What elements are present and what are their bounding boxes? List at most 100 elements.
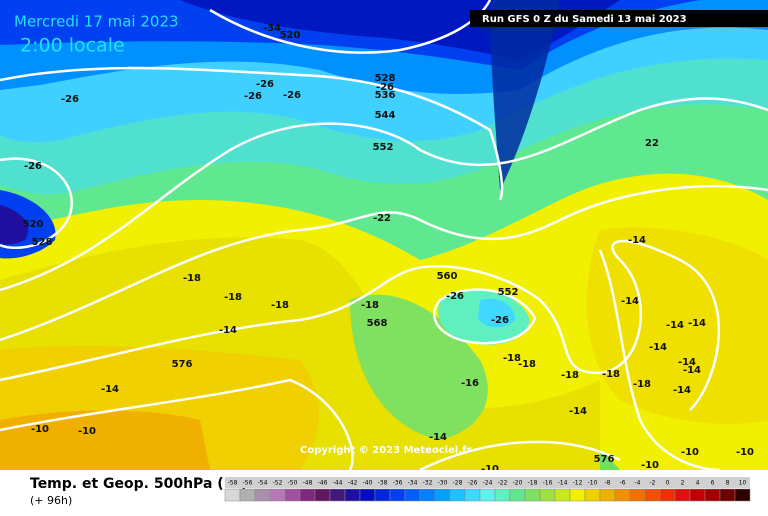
- legend-swatch: [734, 488, 751, 502]
- legend-swatch: [494, 488, 511, 502]
- contour-label: -10: [78, 426, 96, 437]
- legend-label-cell: [405, 477, 420, 488]
- contour-label: -18: [361, 300, 379, 311]
- legend-label: -32: [423, 480, 433, 487]
- contour-label: 576: [172, 359, 193, 370]
- contour-label: 568: [367, 318, 388, 329]
- legend-label-cell: [600, 477, 615, 488]
- legend-label-cell: [330, 477, 345, 488]
- contour-label: -14: [673, 385, 691, 396]
- legend-swatch: [719, 488, 736, 502]
- legend-label: -6: [620, 480, 626, 487]
- legend-label-cell: [315, 477, 330, 488]
- contour-label: -10: [31, 424, 49, 435]
- legend-label-cell: [690, 477, 705, 488]
- legend-label: -42: [348, 480, 358, 487]
- contour-label: -14: [621, 296, 639, 307]
- legend-label-cell: [675, 477, 690, 488]
- legend-label-cell: [435, 477, 450, 488]
- map-field: [0, 0, 768, 470]
- contour-label: -26: [24, 161, 42, 172]
- legend-swatch: [599, 488, 616, 502]
- legend-label-cell: [285, 477, 300, 488]
- contour-label: -26: [491, 315, 509, 326]
- contour-label: -26: [446, 291, 464, 302]
- legend-swatch: [254, 488, 271, 502]
- run-box: [470, 10, 768, 27]
- contour-label: -14: [666, 320, 684, 331]
- contour-label: -18: [602, 369, 620, 380]
- contour-label: -14: [569, 406, 587, 417]
- legend-label: -18: [528, 480, 538, 487]
- legend-swatch: [314, 488, 331, 502]
- contour-label: 536: [375, 90, 396, 101]
- legend-swatch: [389, 488, 406, 502]
- legend-label: -34: [408, 480, 418, 487]
- legend-label: -52: [273, 480, 283, 487]
- legend-label: -48: [303, 480, 313, 487]
- footer-lead: (+ 96h): [30, 494, 72, 507]
- legend-label: -28: [453, 480, 463, 487]
- legend-label-cell: [300, 477, 315, 488]
- contour-label: -34: [263, 23, 281, 34]
- legend-label-cell: [615, 477, 630, 488]
- legend-label: -12: [573, 480, 583, 487]
- legend-label: -30: [438, 480, 448, 487]
- legend-label-cell: [465, 477, 480, 488]
- legend-swatch: [239, 488, 256, 502]
- legend-label: -40: [363, 480, 373, 487]
- contour-label: -10: [641, 460, 659, 471]
- contour-label: 552: [373, 142, 394, 153]
- contour-label: 552: [498, 287, 519, 298]
- legend-label-cell: [420, 477, 435, 488]
- legend-label-cell: [735, 477, 750, 488]
- legend-label: -46: [318, 480, 328, 487]
- contour-label: -18: [503, 353, 521, 364]
- contour-label: 560: [437, 271, 458, 282]
- legend-label-cell: [360, 477, 375, 488]
- contour-label: -18: [633, 379, 651, 390]
- legend-label: -8: [605, 480, 611, 487]
- legend-swatch: [704, 488, 721, 502]
- contour-label: -26: [283, 90, 301, 101]
- legend-label-cell: [570, 477, 585, 488]
- legend-swatch: [359, 488, 376, 502]
- legend-swatch: [329, 488, 346, 502]
- contour-label: -26: [244, 91, 262, 102]
- legend-label: -2: [650, 480, 656, 487]
- legend-swatch: [584, 488, 601, 502]
- isohypses: [0, 0, 768, 411]
- contour-label: -14: [101, 384, 119, 395]
- legend-swatch: [419, 488, 436, 502]
- legend-swatch: [284, 488, 301, 502]
- legend-swatch: [479, 488, 496, 502]
- contour-label: 528: [32, 237, 53, 248]
- footer-title: Temp. et Geop. 500hPa (°C): [30, 476, 247, 492]
- legend-label-cell: [540, 477, 555, 488]
- contour-label: -18: [518, 359, 536, 370]
- copyright: Copyright © 2023 Meteociel.fr: [300, 445, 471, 456]
- legend-swatch: [374, 488, 391, 502]
- legend-label: -50: [288, 480, 298, 487]
- contour-label: -22: [373, 213, 391, 224]
- legend-label: 2: [681, 480, 685, 487]
- contour-label: -10: [681, 447, 699, 458]
- legend-label: -24: [483, 480, 493, 487]
- legend-swatch: [299, 488, 316, 502]
- legend-swatch: [674, 488, 691, 502]
- legend-swatch: [404, 488, 421, 502]
- legend-label-cell: [345, 477, 360, 488]
- legend-label: -14: [558, 480, 568, 487]
- contour-label: -14: [678, 357, 696, 368]
- contour-label: -26: [256, 79, 274, 90]
- contour-label: 576: [594, 454, 615, 465]
- contour-label: -26: [376, 82, 394, 93]
- legend-label-cell: [255, 477, 270, 488]
- legend-label: -16: [543, 480, 553, 487]
- contour-label: 520: [23, 219, 44, 230]
- legend-label-cell: [375, 477, 390, 488]
- contour-label: -10: [481, 464, 499, 475]
- legend-swatch: [614, 488, 631, 502]
- legend-swatch: [434, 488, 451, 502]
